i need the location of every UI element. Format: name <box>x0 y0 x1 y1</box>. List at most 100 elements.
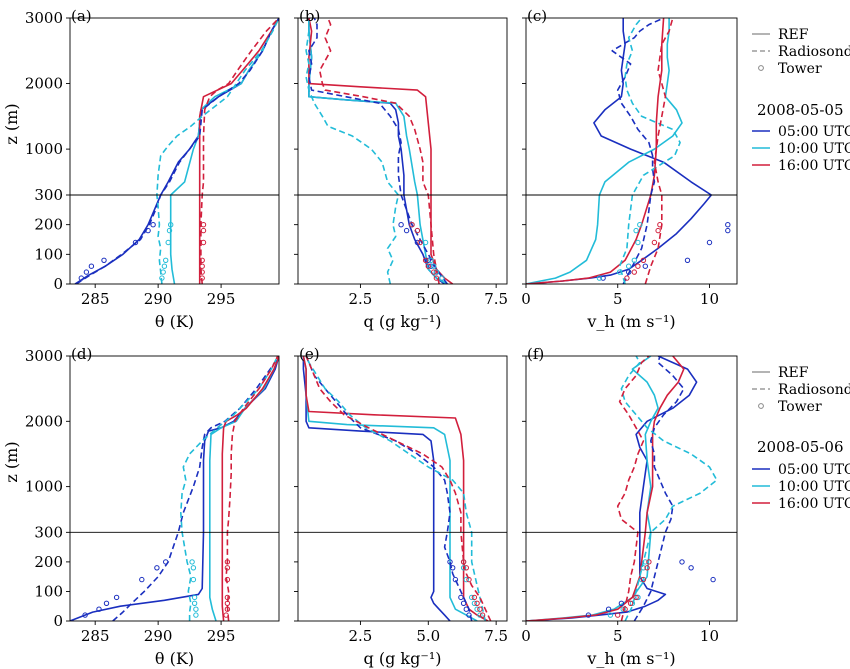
tower-point-tower-1000utc <box>190 565 197 571</box>
tower-point-tower-1000utc <box>191 600 198 606</box>
tower-point-tower-1600utc <box>635 263 641 269</box>
tower-point-tower-1600utc <box>615 612 621 618</box>
tower-point-tower-0500utc <box>132 239 139 246</box>
tower-point-tower-1600utc <box>200 222 207 228</box>
y-tick-label: 300 <box>34 186 63 204</box>
tower-point-tower-0500utc <box>706 239 713 246</box>
tower-point-tower-0500utc <box>82 612 88 618</box>
x-tick-label: 295 <box>207 290 236 308</box>
series-line-ref-0500utc <box>74 18 279 284</box>
tower-point-tower-1000utc <box>189 559 195 565</box>
legend-tower-swatch-bottom <box>758 403 764 409</box>
panel-c: 0 5 10 v_h (m s⁻¹) (c) <box>521 7 738 331</box>
tower-point-tower-1000utc <box>607 612 614 618</box>
tower-point-tower-0500utc <box>113 594 120 601</box>
panel-label: (d) <box>71 345 92 363</box>
tower-point-tower-1600utc <box>627 600 634 606</box>
legend-top: REF Radiosonde Tower 2008-05-05 05:00 UT… <box>752 27 850 174</box>
tower-point-tower-1600utc <box>431 269 437 275</box>
y-tick-label: 0 <box>53 275 63 293</box>
x-tick-label: 285 <box>81 627 110 645</box>
tower-point-tower-1600utc <box>633 594 639 601</box>
tower-point-tower-0500utc <box>139 576 145 583</box>
tower-point-tower-0500utc <box>83 269 90 275</box>
plot-area <box>302 356 492 621</box>
tower-point-tower-1000utc <box>474 606 480 612</box>
axes-frame <box>297 355 508 622</box>
panel-label: (e) <box>299 345 320 363</box>
series-line-ref-0500utc <box>526 18 713 284</box>
tower-point-tower-1000utc <box>422 239 429 246</box>
tower-point-tower-1600utc <box>474 600 480 606</box>
x-tick-label: 10 <box>700 627 719 645</box>
series-line-ref-1000utc <box>209 356 279 621</box>
panel-e: 2.5 5.0 7.5 q (g kg⁻¹) (e) <box>294 345 508 668</box>
series-line-ref-1600utc <box>221 356 279 621</box>
tower-point-tower-1600utc <box>199 275 205 281</box>
panel-label: (c) <box>527 7 547 25</box>
tower-point-tower-1600utc <box>466 576 472 583</box>
tower-point-tower-0500utc <box>88 263 95 269</box>
series-line-radiosonde-0500utc <box>633 356 685 621</box>
tower-point-tower-1600utc <box>200 239 207 246</box>
panel-label: (b) <box>299 7 320 25</box>
tower-point-tower-0500utc <box>450 565 456 571</box>
tower-point-tower-1000utc <box>431 263 437 269</box>
tower-point-tower-1000utc <box>433 269 440 275</box>
tower-point-tower-1000utc <box>166 227 173 234</box>
tower-point-tower-1600utc <box>640 576 647 583</box>
tower-point-tower-0500utc <box>101 257 107 263</box>
legend-radiosonde-label: Radiosonde <box>778 44 850 60</box>
x-tick-label: 2.5 <box>348 627 372 645</box>
y-tick-label: 200 <box>34 216 63 234</box>
tower-point-tower-1600utc <box>224 559 231 565</box>
series-line-radiosonde-1000utc <box>180 356 279 621</box>
tower-point-tower-0500utc <box>679 559 685 565</box>
tower-point-tower-1000utc <box>160 269 166 275</box>
legend-tower-label: Tower <box>778 61 822 77</box>
y-tick-label: 300 <box>34 523 63 541</box>
tower-point-tower-1600utc <box>463 565 469 571</box>
series-line-radiosonde-1000utc <box>305 356 487 621</box>
y-axis-labels: z (m) z (m) <box>2 103 21 482</box>
y-tick-label: 1000 <box>25 478 63 496</box>
tower-point-tower-1600utc <box>460 559 467 565</box>
tower-point-tower-1000utc <box>161 263 168 269</box>
legend-1600-label: 16:00 UTC <box>778 158 850 174</box>
series-line-ref-1600utc <box>526 356 685 621</box>
tower-point-tower-1000utc <box>428 257 434 263</box>
tower-point-tower-0500utc <box>725 227 731 234</box>
tower-point-tower-0500utc <box>458 594 464 601</box>
tower-point-tower-0500utc <box>150 222 156 228</box>
tower-point-tower-1600utc <box>651 239 658 246</box>
tower-point-tower-1000utc <box>596 275 603 281</box>
tower-point-tower-1000utc <box>616 269 623 275</box>
legend-1000-label-bottom: 10:00 UTC <box>778 479 850 495</box>
legend-ref-label-bottom: REF <box>778 365 809 381</box>
y-tick-label: 1000 <box>25 140 63 158</box>
tower-point-tower-0500utc <box>447 559 453 565</box>
tower-point-tower-1600utc <box>624 275 630 281</box>
x-tick-label: 7.5 <box>484 290 508 308</box>
y-tick-label: 100 <box>34 245 63 263</box>
legend-tower-swatch <box>758 65 764 71</box>
tower-point-tower-0500utc <box>460 600 467 606</box>
plot-area <box>526 18 731 284</box>
y-tick-label: 2000 <box>25 412 63 430</box>
tower-point-tower-0500utc <box>428 263 434 269</box>
series-line-ref-1000utc <box>526 18 683 284</box>
tower-point-tower-0500utc <box>626 269 632 275</box>
series-line-radiosonde-1600utc <box>200 18 279 284</box>
legend-0500-label-bottom: 05:00 UTC <box>778 462 850 478</box>
legend-1000-label: 10:00 UTC <box>778 141 850 157</box>
tower-point-tower-1600utc <box>409 222 415 228</box>
tower-point-tower-1600utc <box>646 559 652 565</box>
tower-point-tower-1000utc <box>477 612 483 618</box>
tower-point-tower-1600utc <box>631 269 637 275</box>
series-line-ref-1600utc <box>308 18 454 284</box>
x-tick-label: 7.5 <box>484 627 508 645</box>
tower-point-tower-1600utc <box>655 227 661 234</box>
tower-point-tower-1000utc <box>159 275 165 281</box>
tower-point-tower-1000utc <box>620 606 626 612</box>
